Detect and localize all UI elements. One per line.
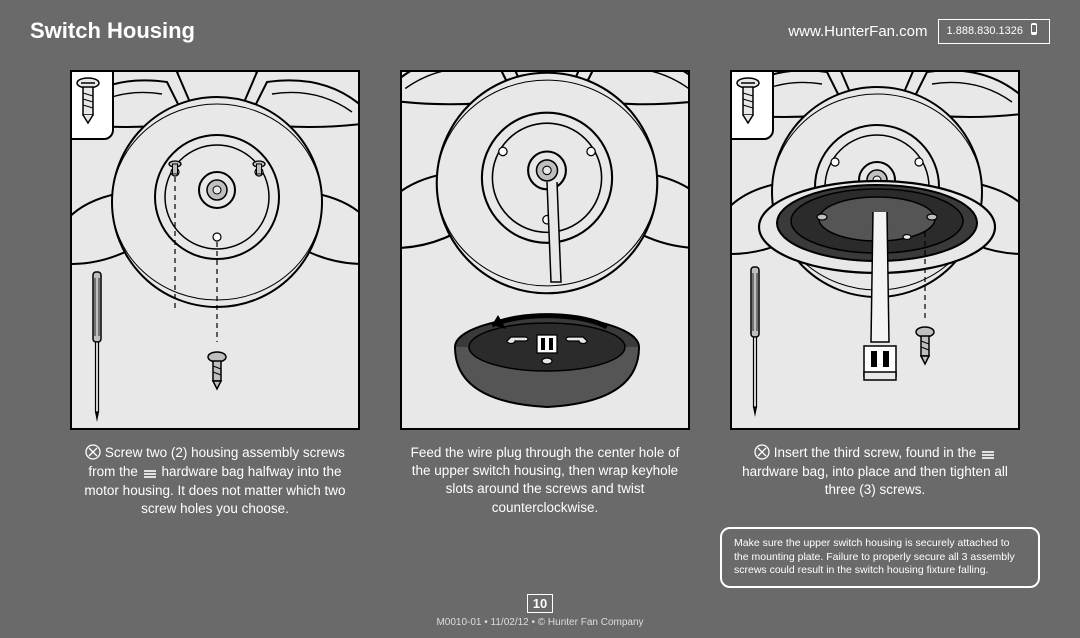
diagram-step2 <box>400 70 690 430</box>
caption3-pre: Insert the third screw, found in the <box>774 445 980 460</box>
panel-step1: Screw two (2) housing assembly screws fr… <box>70 70 360 518</box>
hardware-bag-icon <box>980 445 996 463</box>
page-title: Switch Housing <box>30 18 788 44</box>
diagram-step1 <box>70 70 360 430</box>
page-number: 10 <box>527 594 553 613</box>
caption-step2: Feed the wire plug through the center ho… <box>400 444 690 517</box>
header: Switch Housing www.HunterFan.com 1.888.8… <box>0 0 1080 50</box>
screw-badge-icon <box>730 70 774 140</box>
diagram-step3 <box>730 70 1020 430</box>
panels-row: Screw two (2) housing assembly screws fr… <box>0 50 1080 518</box>
caption3-post: hardware bag, into place and then tighte… <box>742 464 1008 497</box>
warning-box: Make sure the upper switch housing is se… <box>720 527 1040 588</box>
no-tool-icon <box>85 444 101 463</box>
hardware-bag-icon <box>142 464 158 482</box>
phone-number: 1.888.830.1326 <box>947 25 1023 37</box>
screw-badge-icon <box>70 70 114 140</box>
no-tool-icon <box>754 444 770 463</box>
phone-icon <box>1029 23 1041 40</box>
footer: 10 M0010-01 • 11/02/12 • © Hunter Fan Co… <box>0 594 1080 628</box>
website-url: www.HunterFan.com <box>788 23 927 40</box>
footer-meta: M0010-01 • 11/02/12 • © Hunter Fan Compa… <box>0 617 1080 628</box>
panel-step3: Insert the third screw, found in the har… <box>730 70 1020 518</box>
caption-step3: Insert the third screw, found in the har… <box>730 444 1020 500</box>
phone-box: 1.888.830.1326 <box>938 19 1050 44</box>
caption-step1: Screw two (2) housing assembly screws fr… <box>70 444 360 518</box>
panel-step2: Feed the wire plug through the center ho… <box>400 70 690 518</box>
